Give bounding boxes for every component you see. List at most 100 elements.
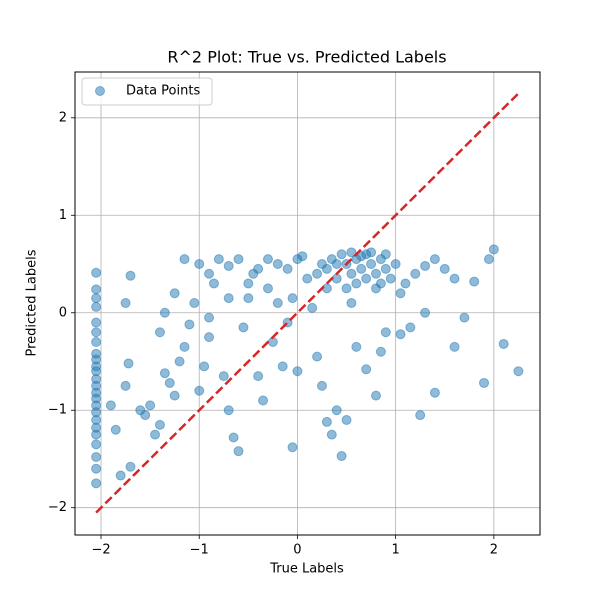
x-tick-label: 1 (391, 543, 399, 558)
x-tick-label: −2 (91, 543, 110, 558)
data-point (361, 364, 372, 375)
data-point (145, 400, 156, 411)
data-point (341, 414, 352, 425)
data-point (169, 390, 180, 401)
data-point (150, 429, 161, 440)
data-point (258, 395, 269, 406)
legend-marker (95, 86, 105, 96)
data-point (154, 419, 165, 430)
data-point (115, 470, 126, 481)
data-point (179, 254, 190, 265)
data-point (272, 298, 283, 309)
data-point (233, 254, 244, 265)
data-point (164, 377, 175, 388)
data-point (410, 268, 421, 279)
x-tick-label: 2 (490, 543, 498, 558)
data-point (223, 293, 234, 304)
data-point (336, 451, 347, 462)
x-tick-label: 0 (293, 543, 301, 558)
data-point (228, 432, 239, 443)
data-point (385, 273, 396, 284)
data-point (123, 358, 134, 369)
data-point (331, 405, 342, 416)
data-point (120, 298, 131, 309)
data-point (395, 329, 406, 340)
data-point (488, 244, 499, 255)
data-point (395, 288, 406, 299)
data-point (361, 273, 372, 284)
data-point (125, 270, 136, 281)
data-point (331, 259, 342, 270)
data-point (302, 273, 313, 284)
data-point (326, 429, 337, 440)
data-point (375, 278, 386, 289)
data-point (184, 319, 195, 330)
y-axis-label: Predicted Labels (25, 249, 40, 356)
y-tick-label: 2 (59, 110, 67, 125)
data-point (346, 268, 357, 279)
data-point (346, 298, 357, 309)
data-point (154, 327, 165, 338)
data-point (366, 259, 377, 270)
data-point (307, 302, 318, 313)
data-point (429, 387, 440, 398)
data-point (405, 322, 416, 333)
data-point (336, 249, 347, 260)
data-point (213, 254, 224, 265)
data-point (297, 251, 308, 262)
data-point (370, 268, 381, 279)
data-point (316, 380, 327, 391)
data-point (204, 268, 215, 279)
data-point (159, 368, 170, 379)
y-tick-label: −1 (48, 403, 67, 418)
y-tick-label: 1 (59, 208, 67, 223)
data-point (233, 446, 244, 457)
data-point (91, 429, 102, 440)
data-point (159, 307, 170, 318)
data-point (346, 247, 357, 258)
data-point (375, 346, 386, 357)
data-point (321, 263, 332, 274)
data-point (120, 380, 131, 391)
data-point (238, 322, 249, 333)
data-point (380, 327, 391, 338)
data-point (208, 278, 219, 289)
data-point (91, 439, 102, 450)
data-point (189, 298, 200, 309)
data-point (91, 267, 102, 278)
data-point (243, 293, 254, 304)
x-axis-label: True Labels (269, 562, 344, 577)
data-point (277, 361, 288, 372)
data-point (91, 317, 102, 328)
data-point (91, 284, 102, 295)
data-point (199, 361, 210, 372)
data-point (169, 288, 180, 299)
data-point (449, 273, 460, 284)
y-tick-label: −2 (48, 500, 67, 515)
plot-frame (74, 71, 541, 536)
data-point (174, 356, 185, 367)
data-point (498, 338, 509, 349)
data-point (262, 254, 273, 265)
data-point (356, 263, 367, 274)
data-point (292, 366, 303, 377)
data-point (321, 416, 332, 427)
legend-box (81, 77, 213, 106)
data-point (140, 410, 151, 421)
x-tick-label: −1 (190, 543, 209, 558)
data-point (483, 254, 494, 265)
reference-line (95, 92, 520, 514)
data-point (204, 312, 215, 323)
data-point (272, 259, 283, 270)
data-point (194, 259, 205, 270)
data-point (459, 312, 470, 323)
data-point (218, 371, 229, 382)
data-point (253, 371, 264, 382)
data-point (420, 260, 431, 271)
data-point (91, 293, 102, 304)
data-point (370, 390, 381, 401)
data-point (91, 337, 102, 348)
data-point (400, 278, 411, 289)
data-point (282, 263, 293, 274)
